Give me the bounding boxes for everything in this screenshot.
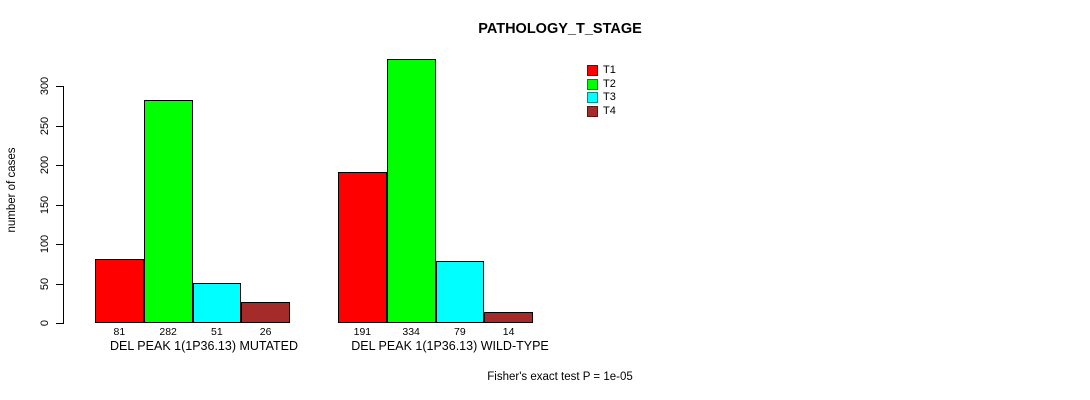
bar-t4-group1 bbox=[241, 302, 290, 323]
y-tick-label: 100 bbox=[39, 234, 51, 254]
stats-annotation: Fisher's exact test P = 1e-05 bbox=[487, 371, 633, 383]
chart-title: PATHOLOGY_T_STAGE bbox=[478, 21, 642, 37]
y-tick-mark bbox=[56, 204, 63, 206]
legend-item-t1: T1 bbox=[587, 65, 616, 76]
legend-swatch-t3 bbox=[587, 92, 598, 103]
bar-value-label: 282 bbox=[159, 326, 177, 338]
bar-t3-group2 bbox=[435, 260, 485, 323]
y-tick-label: 200 bbox=[39, 155, 51, 175]
bar-value-label: 191 bbox=[353, 326, 372, 338]
legend: T1 T2 T3 T4 bbox=[587, 65, 616, 119]
bar-value-label: 14 bbox=[502, 326, 515, 338]
bar-value-label: 51 bbox=[211, 326, 223, 338]
y-tick-label: 50 bbox=[39, 277, 51, 290]
y-tick-mark bbox=[56, 283, 63, 285]
bar-t2-group1 bbox=[143, 100, 193, 323]
legend-swatch-t1 bbox=[587, 65, 598, 76]
y-axis-title: number of cases bbox=[6, 147, 18, 233]
legend-item-t3: T3 bbox=[587, 92, 616, 103]
legend-label: T4 bbox=[603, 104, 616, 117]
bar-value-label: 26 bbox=[259, 326, 272, 338]
y-axis-line bbox=[63, 86, 64, 324]
y-tick-mark bbox=[56, 125, 63, 127]
legend-label: T3 bbox=[603, 91, 616, 103]
y-tick-label: 150 bbox=[39, 195, 51, 214]
bar-value-label: 81 bbox=[113, 326, 126, 338]
x-category-label: DEL PEAK 1(1P36.13) WILD-TYPE bbox=[351, 339, 549, 353]
y-tick-mark bbox=[56, 86, 63, 87]
legend-item-t4: T4 bbox=[587, 104, 616, 117]
y-tick-label: 0 bbox=[39, 319, 51, 327]
bar-t1-group2 bbox=[338, 172, 387, 323]
y-tick-label: 300 bbox=[39, 76, 51, 96]
bar-t2-group2 bbox=[386, 59, 436, 323]
y-tick-mark bbox=[56, 165, 63, 166]
legend-label: T2 bbox=[603, 77, 616, 90]
bar-t3-group1 bbox=[192, 282, 242, 323]
legend-swatch-t4 bbox=[587, 105, 598, 117]
bar-t4-group2 bbox=[484, 311, 533, 323]
bar-t1-group1 bbox=[95, 259, 144, 323]
y-tick-mark bbox=[56, 244, 63, 245]
y-tick-label: 250 bbox=[39, 116, 51, 135]
legend-label: T1 bbox=[603, 64, 616, 76]
legend-swatch-t2 bbox=[587, 78, 598, 90]
x-category-label: DEL PEAK 1(1P36.13) MUTATED bbox=[109, 339, 299, 353]
bar-value-label: 334 bbox=[402, 326, 420, 338]
legend-item-t2: T2 bbox=[587, 77, 616, 90]
y-tick-mark bbox=[56, 323, 63, 324]
bar-value-label: 79 bbox=[454, 326, 466, 338]
